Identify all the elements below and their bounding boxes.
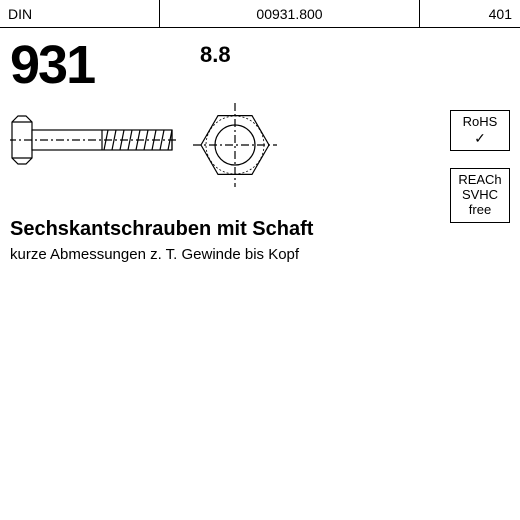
- rohs-label: RoHS: [457, 115, 503, 130]
- reach-line2: SVHC: [457, 188, 503, 203]
- bolt-side-view-icon: [10, 110, 180, 170]
- header-col-code: 00931.800: [160, 0, 420, 27]
- reach-line3: free: [457, 203, 503, 218]
- rohs-badge: RoHS ✓: [450, 110, 510, 151]
- header-row: DIN 00931.800 401: [0, 0, 520, 28]
- reach-badge: REACh SVHC free: [450, 168, 510, 223]
- grade-label: 8.8: [200, 42, 231, 68]
- header-col-ref: 401: [420, 0, 520, 27]
- header-col-standard: DIN: [0, 0, 160, 27]
- hex-front-view-icon: [190, 100, 280, 190]
- product-title: Sechskantschrauben mit Schaft: [10, 218, 313, 241]
- din-number: 931: [10, 34, 94, 96]
- product-subtitle: kurze Abmessungen z. T. Gewinde bis Kopf: [10, 246, 299, 263]
- reach-line1: REACh: [457, 173, 503, 188]
- check-icon: ✓: [457, 130, 503, 146]
